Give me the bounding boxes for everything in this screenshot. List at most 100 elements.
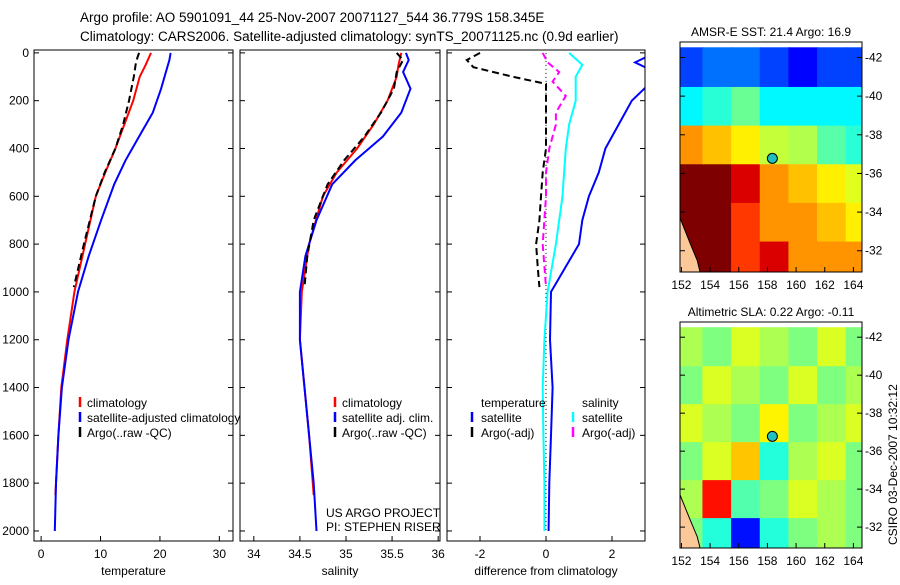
heatmap-cell bbox=[788, 85, 819, 126]
temp-x-axis-label: temperature bbox=[101, 564, 166, 578]
heatmap-cell bbox=[702, 327, 733, 367]
heatmap-cell bbox=[845, 240, 862, 272]
y-tick-label: -40 bbox=[865, 89, 883, 103]
heatmap-cell bbox=[817, 124, 847, 165]
y-tick-label: 600 bbox=[9, 189, 29, 203]
x-tick-label: 152 bbox=[671, 554, 691, 568]
project-annotation: US ARGO PROJECT bbox=[326, 506, 441, 520]
heatmap-cell bbox=[788, 327, 819, 367]
heatmap-cell bbox=[731, 517, 761, 548]
heatmap-cell bbox=[731, 85, 761, 126]
heatmap-cell bbox=[788, 479, 819, 519]
heatmap-cell bbox=[731, 124, 761, 165]
series-line-salinity-satellite bbox=[541, 52, 584, 531]
sst-axes-frame bbox=[679, 41, 863, 273]
y-tick-label: -42 bbox=[865, 50, 883, 64]
x-tick-label: 34 bbox=[247, 547, 261, 561]
y-tick-label: -38 bbox=[865, 406, 883, 420]
x-tick-label: 0 bbox=[543, 547, 550, 561]
heatmap-cell bbox=[788, 201, 819, 242]
heatmap-cell bbox=[702, 403, 733, 443]
legend-entry: Argo(-adj) bbox=[582, 426, 635, 440]
x-tick-label: 30 bbox=[213, 547, 227, 561]
heatmap-cell bbox=[731, 201, 761, 242]
heatmap-cell bbox=[817, 201, 847, 242]
coastline-land bbox=[680, 494, 701, 548]
x-tick-label: 154 bbox=[700, 554, 720, 568]
legend-entry: Argo(-adj) bbox=[481, 426, 534, 440]
x-tick-label: 0 bbox=[38, 547, 45, 561]
sst-panel: AMSR-E SST: 21.4 Argo: 16.9 152 154 156 158 1… bbox=[671, 25, 882, 292]
series-line-salinity-argo-adj- bbox=[541, 52, 568, 288]
y-tick-label: -32 bbox=[865, 520, 883, 534]
y-tick-label: 1000 bbox=[2, 285, 29, 299]
side-label: CSIRO 03-Dec-2007 10:32:12 bbox=[886, 384, 900, 545]
x-tick-label: 154 bbox=[700, 278, 720, 292]
legend-entry: satellite adj. clim. bbox=[342, 411, 433, 425]
x-tick-label: -2 bbox=[475, 547, 486, 561]
heatmap-cell bbox=[702, 85, 733, 126]
coastline-land bbox=[680, 217, 701, 272]
sst-map-title: AMSR-E SST: 21.4 Argo: 16.9 bbox=[691, 25, 851, 39]
y-tick-label: -34 bbox=[865, 482, 883, 496]
heatmap-cell bbox=[680, 479, 704, 519]
diff-panel: difference from climatology -2 0 2 temperatu… bbox=[446, 49, 646, 578]
y-tick-label: -42 bbox=[865, 330, 883, 344]
heatmap-cell bbox=[680, 85, 704, 126]
heatmap-cell bbox=[788, 124, 819, 165]
heatmap-cell bbox=[680, 365, 704, 405]
heatmap-cell bbox=[817, 441, 847, 481]
heatmap-cell bbox=[680, 403, 704, 443]
series-line-argo-raw-qc- bbox=[303, 52, 405, 288]
x-tick-label: 2 bbox=[609, 547, 616, 561]
sla-plot-area bbox=[680, 327, 862, 548]
heatmap-cell bbox=[759, 517, 790, 548]
heatmap-cell bbox=[759, 327, 790, 367]
heatmap-cell bbox=[845, 517, 862, 548]
argo-float-marker bbox=[766, 152, 778, 164]
heatmap-cell bbox=[680, 327, 704, 367]
y-tick-label: 200 bbox=[9, 94, 29, 108]
heatmap-cell bbox=[731, 441, 761, 481]
y-tick-label: -34 bbox=[865, 205, 883, 219]
temp-plot-area bbox=[53, 52, 172, 532]
sal-x-axis-label: salinity bbox=[322, 564, 359, 578]
y-tick-label: -36 bbox=[865, 444, 883, 458]
x-tick-label: 160 bbox=[786, 554, 806, 568]
series-line-temperature-satellite bbox=[547, 56, 645, 532]
heatmap-cell bbox=[731, 47, 761, 87]
temp-axes-frame bbox=[33, 49, 234, 542]
x-tick-label: 152 bbox=[671, 278, 691, 292]
heatmap-cell bbox=[702, 124, 733, 165]
series-line-argo-raw-qc- bbox=[72, 52, 141, 288]
heatmap-cell bbox=[680, 47, 704, 87]
heatmap-cell bbox=[680, 124, 704, 165]
x-tick-label: 156 bbox=[729, 554, 749, 568]
heatmap-cell bbox=[702, 47, 733, 87]
heatmap-cell bbox=[817, 240, 847, 272]
y-tick-label: 0 bbox=[22, 46, 29, 60]
title-line-1: Argo profile: AO 5901091_44 25-Nov-2007 … bbox=[80, 10, 544, 25]
heatmap-cell bbox=[759, 365, 790, 405]
heatmap-cell bbox=[817, 47, 847, 87]
x-tick-label: 158 bbox=[757, 278, 777, 292]
heatmap-cell bbox=[702, 517, 733, 548]
sla-axes-frame bbox=[679, 321, 863, 549]
x-tick-label: 160 bbox=[786, 278, 806, 292]
legend-entry: Argo(..raw -QC) bbox=[342, 426, 427, 440]
sal-panel: salinity 34 34.5 35 35.5 36 climatologysatelli… bbox=[239, 49, 445, 578]
heatmap-cell bbox=[759, 85, 790, 126]
y-tick-label: 400 bbox=[9, 141, 29, 155]
heatmap-cell bbox=[680, 163, 704, 203]
x-tick-label: 158 bbox=[757, 554, 777, 568]
x-tick-label: 35 bbox=[339, 547, 353, 561]
series-line-satellite-adjusted-climatology bbox=[53, 52, 172, 532]
heatmap-cell bbox=[731, 163, 761, 203]
diff-x-axis-label: difference from climatology bbox=[474, 564, 617, 578]
y-tick-label: 1800 bbox=[2, 476, 29, 490]
heatmap-cell bbox=[759, 240, 790, 272]
heatmap-cell bbox=[788, 47, 819, 87]
heatmap-cell bbox=[788, 403, 819, 443]
heatmap-cell bbox=[759, 479, 790, 519]
